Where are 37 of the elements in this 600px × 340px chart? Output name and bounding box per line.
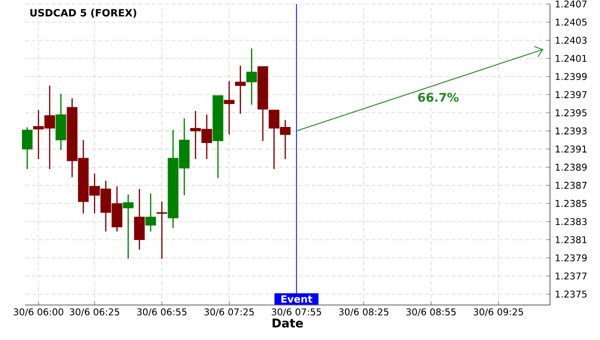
- y-tick-label: 1.2385: [556, 200, 587, 207]
- y-tick-label: 1.2377: [556, 272, 587, 280]
- candlestick: [145, 192, 156, 232]
- y-tick-label: 1.2405: [556, 18, 587, 26]
- x-tick-label: 30/6 06:55: [137, 308, 186, 316]
- ref-line-label: Event: [281, 295, 312, 303]
- y-tick-label: 1.2395: [556, 109, 587, 116]
- y-tick-label: 1.2391: [556, 146, 587, 153]
- y-tick-label: 1.2403: [556, 36, 587, 44]
- y-tick-label: 1.2407: [556, 0, 587, 8]
- candlestick: [134, 188, 145, 250]
- y-tick-label: 1.2397: [556, 91, 587, 98]
- x-tick-label: 30/6 09:25: [474, 308, 523, 316]
- x-tick-label: 30/6 08:55: [406, 308, 456, 316]
- y-tick-label: 1.2389: [556, 164, 587, 171]
- candlestick: [122, 194, 134, 260]
- y-tick-label: 1.2379: [556, 254, 587, 262]
- annotation: 66.7%: [418, 92, 459, 102]
- y-tick-label: 1.2381: [556, 236, 587, 244]
- x-tick-label: 30/6 07:55: [272, 308, 322, 316]
- x-tick-label: 30/6 06:00: [14, 308, 64, 316]
- candlestick: [224, 80, 234, 136]
- y-tick-label: 1.2375: [556, 290, 587, 298]
- candlestick: [22, 126, 33, 170]
- y-tick-label: 1.2401: [556, 54, 587, 62]
- candlestick: [235, 65, 246, 114]
- x-tick-label: 30/6 06:25: [70, 308, 120, 316]
- chart-title: USDCAD 5 (FOREX): [30, 8, 136, 18]
- y-tick-label: 1.2383: [556, 218, 587, 226]
- y-tick-label: 1.2393: [556, 127, 587, 134]
- candlestick: [246, 48, 257, 106]
- x-tick-label: 30/6 08:25: [339, 308, 388, 316]
- y-tick-label: 1.2399: [556, 73, 587, 80]
- y-tick-label: 1.2387: [556, 182, 587, 189]
- x-tick-label: 30/6 07:25: [204, 308, 254, 316]
- x-axis-title: Date: [272, 318, 303, 328]
- candlestick: [156, 201, 168, 260]
